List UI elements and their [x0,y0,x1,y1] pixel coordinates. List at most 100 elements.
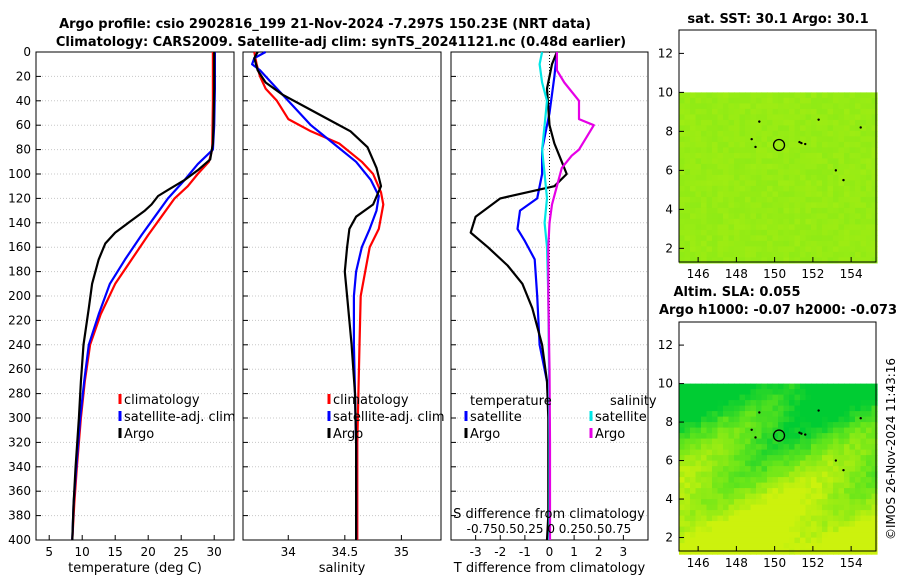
map-sst-cell [833,224,840,231]
map-sst-xtick-label: 146 [687,267,710,281]
map-sla-cell [844,493,851,500]
map-sla-cell [772,543,779,550]
map-sla-cell [783,526,790,533]
map-sla-cell [860,537,867,544]
map-sst-cell [849,185,856,192]
map-sst-cell [679,196,686,203]
map-sst-cell [679,191,686,198]
map-sst-ytick-label: 2 [665,241,673,255]
map-sla-cell [794,504,801,511]
map-sla-cell [772,477,779,484]
map-sst-cell [789,119,796,126]
map-sla-cell [739,477,746,484]
map-sla-cell [833,416,840,423]
map-sst-cell [838,257,845,264]
map-sst-cell [684,218,691,225]
map-sla-cell [701,389,708,396]
map-sla-cell [827,427,834,434]
map-sla-cell [816,444,823,451]
map-sst-cell [712,251,719,258]
map-sla-cell [838,466,845,473]
map-sst-cell [827,152,834,159]
map-sla-cell [756,455,763,462]
map-sla-cell [800,521,807,528]
map-sst-cell [756,180,763,187]
map-sst-cell [690,136,697,143]
map-sla-cell [822,477,829,484]
map-sst-island-dot [754,145,757,149]
map-sla-cell [789,499,796,506]
map-sla-cell [855,383,862,390]
map-sst-cell [728,191,735,198]
map-sst-cell [833,202,840,209]
map-sst-cell [695,240,702,247]
map-sla-cell [800,515,807,522]
map-sst-cell [767,163,774,170]
map-sst-cell [838,125,845,132]
map-sla-cell [723,438,730,445]
map-sla-cell [822,444,829,451]
map-sst-cell [695,224,702,231]
map-sla-cell [849,416,856,423]
map-sst-cell [772,147,779,154]
map-sst-cell [695,119,702,126]
map-sst-cell [866,218,873,225]
map-sla-cell [811,510,818,517]
map-sla-island-dot [754,436,757,439]
map-sst-cell [723,147,730,154]
map-sst-cell [849,240,856,247]
map-sst-cell [695,185,702,192]
map-sst-cell [750,114,757,121]
map-sst-cell [739,196,746,203]
map-sst-cell [866,119,873,126]
map-sla-cell [734,537,741,544]
map-sst-cell [833,229,840,236]
map-sst-cell [794,213,801,220]
map-sla-cell [679,438,686,445]
map-sst-cell [728,125,735,132]
map-sla-cell [750,510,757,517]
map-sst-cell [756,185,763,192]
map-sst-cell [860,180,867,187]
map-sla-cell [684,521,691,528]
map-sst-cell [706,97,713,104]
map-sla-cell [860,543,867,550]
map-sst-cell [789,169,796,176]
map-sla-cell [767,455,774,462]
map-sst-cell [750,207,757,214]
footer-stamp: ©IMOS 26-Nov-2024 11:43:16 [884,358,898,540]
map-sla-cell [739,422,746,429]
map-sla-cell [690,433,697,440]
map-sst-cell [789,125,796,132]
sla-map-title-line2: Argo h1000: -0.07 h2000: -0.073 [659,303,897,318]
map-sla-cell [794,532,801,539]
map-sla-cell [734,438,741,445]
map-sla-cell [739,488,746,495]
map-sla-cell [833,460,840,467]
map-sla-cell [800,471,807,478]
map-sst-cell [750,218,757,225]
map-sla-cell [778,389,785,396]
map-sla-cell [684,482,691,489]
map-sst-cell [756,147,763,154]
map-sst-cell [745,125,752,132]
map-sla-cell [717,488,724,495]
map-sla-cell [712,455,719,462]
map-sla-cell [739,438,746,445]
map-sst-cell [712,136,719,143]
map-sla-cell [772,488,779,495]
map-sst-cell [778,207,785,214]
map-sla-cell [789,510,796,517]
map-sla-cell [739,537,746,544]
map-sla-cell [756,543,763,550]
map-sst-cell [745,235,752,242]
map-sla-cell [756,433,763,440]
salinity-xtick-label: 34.5 [331,545,358,559]
map-sla-cell [855,493,862,500]
map-sla-cell [783,548,790,555]
map-sla-cell [794,405,801,412]
map-sst-cell [866,229,873,236]
map-sst-cell [838,92,845,99]
map-sla-cell [833,411,840,418]
map-sla-cell [772,510,779,517]
